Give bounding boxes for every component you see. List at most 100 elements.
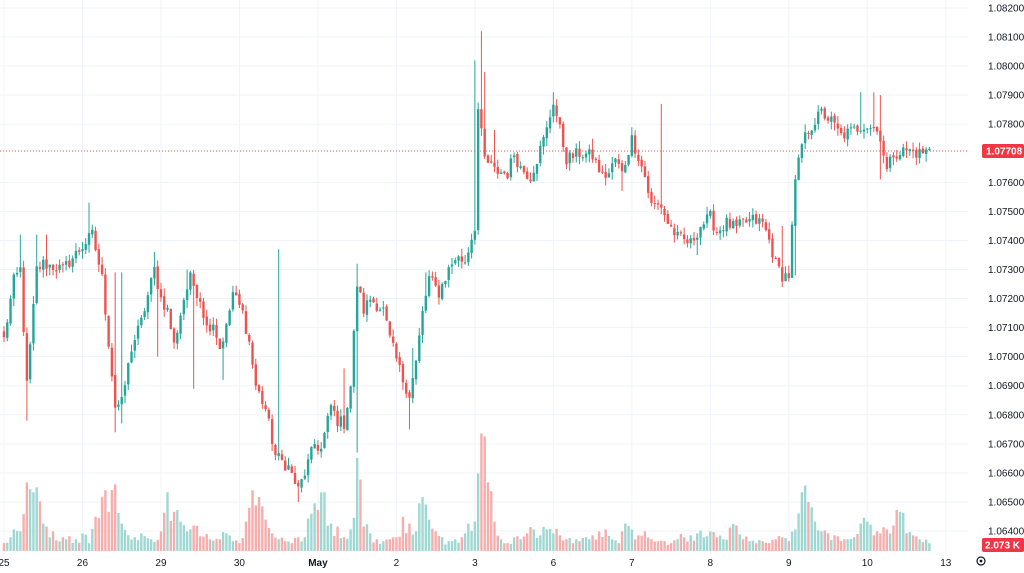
candle — [705, 206, 709, 228]
candle-body — [715, 231, 719, 233]
candle-body — [140, 317, 143, 326]
candle — [519, 161, 522, 170]
candle-body — [133, 340, 136, 351]
candle-body — [646, 176, 650, 193]
volume-bar — [359, 479, 362, 551]
candle — [74, 243, 78, 264]
volume-bar — [342, 537, 346, 551]
y-tick-label: 1.06500 — [988, 497, 1024, 508]
volume-bar — [777, 536, 781, 551]
candle-body — [113, 375, 117, 408]
settings-button[interactable] — [976, 556, 986, 566]
volume-bar — [568, 538, 571, 551]
candle — [192, 269, 195, 389]
candle — [718, 226, 722, 240]
volume-bar — [849, 538, 853, 551]
candle-body — [885, 156, 889, 170]
volume-bar — [55, 540, 58, 551]
last-price-label: 1.07708 — [986, 146, 1023, 157]
candle-body — [813, 124, 817, 131]
volume-bar — [6, 542, 9, 551]
volume-bar — [369, 533, 372, 551]
candle — [123, 380, 127, 404]
volume-bar — [143, 536, 146, 551]
candle-body — [221, 341, 225, 349]
candle-body — [532, 172, 535, 182]
volume-bar — [166, 492, 169, 551]
candle — [130, 344, 133, 364]
candle — [650, 188, 653, 207]
y-axis[interactable]: 1.08200 1.08100 1.08000 1.07900 1.07800 1.076… — [988, 4, 1024, 538]
candle — [470, 233, 473, 259]
candle-body — [74, 250, 78, 259]
volume-bar — [869, 524, 872, 551]
volume-bar — [182, 525, 186, 551]
candle-body — [153, 266, 156, 279]
volume-bar — [440, 537, 444, 551]
candle — [614, 157, 617, 167]
candle-body — [225, 323, 228, 343]
candle — [15, 267, 19, 278]
x-axis[interactable]: 25 26 29 30 May 2 3 6 7 8 9 10 13 — [0, 558, 952, 569]
candle-body — [578, 148, 581, 157]
candle-body — [398, 357, 401, 366]
candle — [767, 222, 771, 244]
candle — [709, 209, 712, 219]
volume-bar — [71, 543, 74, 551]
candle-body — [372, 298, 375, 303]
price-candles — [2, 31, 931, 502]
candle — [9, 295, 12, 326]
volume-bar — [575, 539, 578, 551]
candle — [895, 150, 898, 162]
candle-body — [558, 117, 562, 125]
candle-body — [123, 385, 127, 396]
volume-bar — [2, 543, 6, 551]
candle-body — [676, 231, 679, 236]
candle-body — [689, 238, 692, 244]
volume-bar — [434, 531, 437, 551]
candle-body — [212, 324, 215, 331]
candle — [797, 154, 800, 181]
volume-bar — [918, 539, 921, 551]
volume-bar — [195, 525, 199, 551]
candle — [637, 149, 640, 167]
candle — [55, 263, 58, 279]
candle — [673, 223, 676, 243]
candle — [692, 231, 696, 246]
candle — [915, 147, 918, 165]
volume-bar — [257, 497, 261, 551]
volume-bar — [447, 541, 450, 551]
volume-bar — [42, 523, 45, 551]
gear-icon[interactable] — [976, 556, 986, 566]
candle — [656, 199, 660, 210]
volume-bar — [499, 539, 503, 551]
candle — [372, 296, 375, 303]
candle — [774, 256, 777, 260]
volume-bar — [319, 492, 323, 551]
candle-body — [476, 109, 480, 231]
candle-body — [241, 304, 244, 311]
candle — [306, 453, 310, 483]
candle-body — [355, 286, 359, 332]
candle-body — [205, 316, 208, 326]
candle — [169, 308, 172, 330]
volume-bar — [817, 530, 820, 551]
candle — [575, 143, 578, 163]
candle-body — [408, 392, 411, 398]
volume-bar — [859, 523, 862, 551]
candle — [794, 175, 797, 276]
candle-body — [480, 109, 483, 129]
candle-body — [924, 149, 928, 154]
candle — [248, 333, 251, 346]
candle — [646, 170, 650, 199]
volume-bar — [620, 531, 624, 551]
candle-body — [287, 465, 290, 470]
candle — [486, 154, 490, 164]
x-tick-label: 8 — [708, 558, 714, 568]
volume-bar — [924, 539, 928, 551]
candle — [836, 116, 840, 136]
volume-bar — [830, 540, 833, 551]
candle-body — [738, 219, 741, 226]
